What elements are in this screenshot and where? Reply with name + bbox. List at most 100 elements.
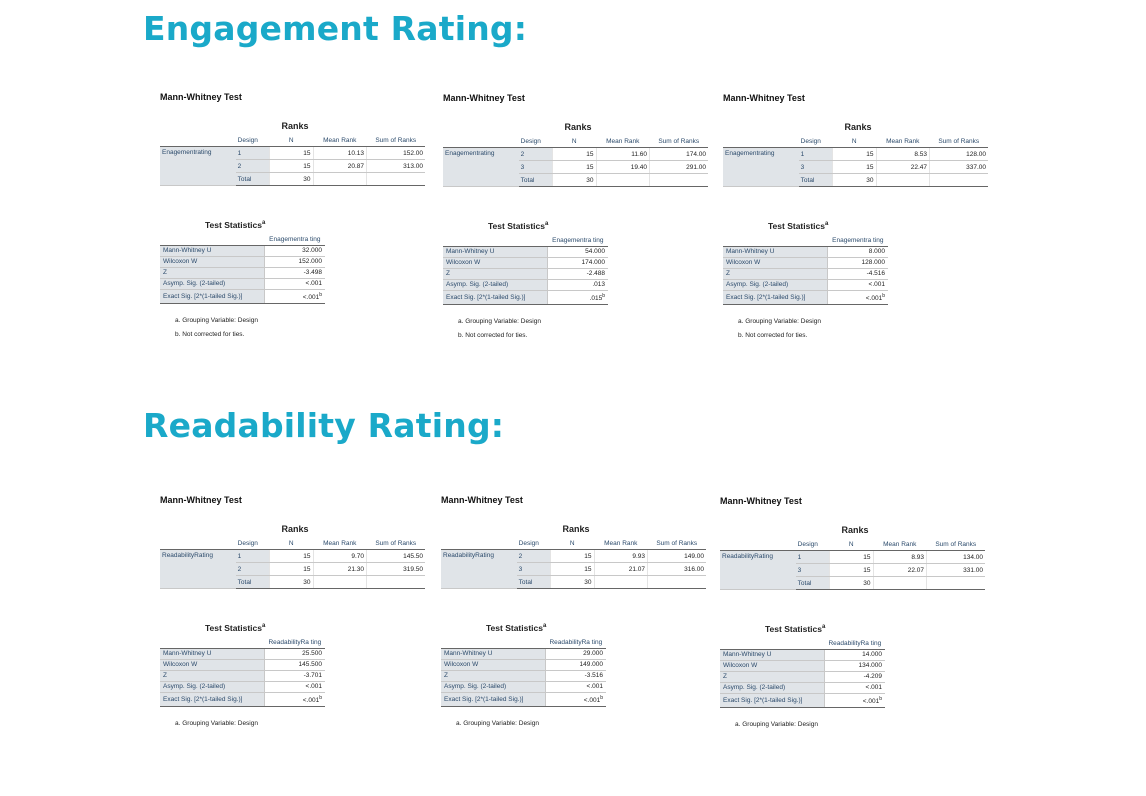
stat-label: Asymp. Sig. (2-tailed) xyxy=(723,279,828,291)
ts-header-row: Enagementra ting xyxy=(160,235,325,246)
mann-whitney-title: Mann-Whitney Test xyxy=(443,93,525,103)
ts-variable-col: ReadabilityRa ting xyxy=(545,638,606,649)
sum-of-ranks-value: 319.50 xyxy=(366,562,425,576)
design-value: 1 xyxy=(798,147,833,161)
ts-row: Asymp. Sig. (2-tailed) .013 xyxy=(443,279,608,291)
design-value: 2 xyxy=(235,562,270,576)
stat-value: <.001b xyxy=(827,290,888,306)
variable-name: Enagementrating xyxy=(723,147,799,187)
ts-row: Exact Sig. [2*(1-tailed Sig.)] <.001b xyxy=(720,693,885,709)
col-sum-of-ranks: Sum of Ranks xyxy=(929,135,988,148)
design-value: 3 xyxy=(798,160,833,174)
total-sum-empty xyxy=(649,173,708,187)
total-mean-empty xyxy=(312,575,367,589)
test-statistics-table: Enagementra ting Mann-Whitney U 8.000 Wi… xyxy=(723,236,888,306)
ranks-table: Design N Mean Rank Sum of Ranks Enagemen… xyxy=(443,135,708,187)
col-design: Design xyxy=(516,537,551,550)
sum-of-ranks-value: 149.00 xyxy=(647,549,706,563)
test-statistics-table: Enagementra ting Mann-Whitney U 54.000 W… xyxy=(443,236,608,306)
stat-value: <.001 xyxy=(264,681,325,693)
ts-row: Wilcoxon W 128.000 xyxy=(723,257,888,269)
ranks-total-row: Total 30 xyxy=(160,575,425,589)
design-value: 1 xyxy=(795,550,830,564)
test-statistics-title: Test Statisticsa xyxy=(205,623,266,633)
mann-whitney-title: Mann-Whitney Test xyxy=(723,93,805,103)
col-sum-of-ranks: Sum of Ranks xyxy=(366,134,425,147)
mean-rank-value: 9.93 xyxy=(593,549,648,563)
ts-header-row: ReadabilityRa ting xyxy=(160,638,325,649)
test-statistics-title: Test Statisticsa xyxy=(765,624,826,634)
ranks-row: ReadabilityRating 1 15 8.93 134.00 xyxy=(720,550,985,590)
mean-rank-value: 22.47 xyxy=(875,160,930,174)
test-statistics-title: Test Statisticsa xyxy=(205,220,266,230)
test-statistics-table: Enagementra ting Mann-Whitney U 32.000 W… xyxy=(160,235,325,305)
stat-label: Wilcoxon W xyxy=(441,659,546,671)
mean-rank-value: 11.60 xyxy=(595,147,650,161)
total-sum-empty xyxy=(366,575,425,589)
col-n: N xyxy=(552,135,597,148)
n-value: 15 xyxy=(832,147,877,161)
col-mean-rank: Mean Rank xyxy=(596,135,650,148)
col-sum-of-ranks: Sum of Ranks xyxy=(926,538,985,551)
col-mean-rank: Mean Rank xyxy=(313,537,367,550)
stat-value: 29.000 xyxy=(545,648,606,660)
stat-label: Mann-Whitney U xyxy=(160,245,265,257)
col-design: Design xyxy=(798,135,833,148)
variable-name: Enagementrating xyxy=(160,146,236,186)
ranks-corner xyxy=(443,135,519,148)
mann-whitney-title: Mann-Whitney Test xyxy=(160,495,242,505)
stat-value: 8.000 xyxy=(827,246,888,258)
col-n: N xyxy=(269,537,314,550)
mean-rank-value: 20.87 xyxy=(312,159,367,173)
ts-variable-col: Enagementra ting xyxy=(827,236,888,247)
stat-value: 128.000 xyxy=(827,257,888,269)
ts-row: Z -4.516 xyxy=(723,268,888,280)
mean-rank-value: 19.40 xyxy=(595,160,650,174)
n-value: 15 xyxy=(269,146,314,160)
col-mean-rank: Mean Rank xyxy=(873,538,927,551)
stat-value: 54.000 xyxy=(547,246,608,258)
ranks-title: Ranks xyxy=(841,525,869,535)
mean-rank-value: 8.93 xyxy=(872,550,927,564)
footnote-a: a. Grouping Variable: Design xyxy=(175,317,258,324)
n-value: 15 xyxy=(829,550,874,564)
stat-value: 25.500 xyxy=(264,648,325,660)
total-mean-empty xyxy=(875,173,930,187)
footnote-a: a. Grouping Variable: Design xyxy=(458,318,541,325)
stat-value: -4.516 xyxy=(827,268,888,280)
stat-value: -4.209 xyxy=(824,671,885,683)
col-mean-rank: Mean Rank xyxy=(313,134,367,147)
stat-label: Mann-Whitney U xyxy=(443,246,548,258)
design-value: 2 xyxy=(518,147,553,161)
design-value: 3 xyxy=(518,160,553,174)
ts-row: Wilcoxon W 174.000 xyxy=(443,257,608,269)
stat-label: Z xyxy=(160,267,265,279)
ranks-total-row: Total 30 xyxy=(723,173,988,187)
sum-of-ranks-value: 145.50 xyxy=(366,549,425,563)
ts-row: Wilcoxon W 145.500 xyxy=(160,659,325,671)
mann-whitney-panel: Mann-Whitney Test Ranks Design N Mean Ra… xyxy=(160,92,450,392)
total-n-value: 30 xyxy=(829,576,874,590)
ranks-title: Ranks xyxy=(281,121,309,131)
sum-of-ranks-value: 152.00 xyxy=(366,146,425,160)
ranks-total-row: Total 30 xyxy=(720,576,985,590)
total-n-value: 30 xyxy=(550,575,595,589)
test-statistics-title: Test Statisticsa xyxy=(768,221,829,231)
total-mean-empty xyxy=(312,172,367,186)
total-sum-empty xyxy=(926,576,985,590)
ranks-corner xyxy=(720,538,796,551)
variable-name: Enagementrating xyxy=(443,147,519,187)
col-sum-of-ranks: Sum of Ranks xyxy=(647,537,706,550)
ts-row: Asymp. Sig. (2-tailed) <.001 xyxy=(723,279,888,291)
col-n: N xyxy=(550,537,595,550)
col-n: N xyxy=(829,538,874,551)
stat-label: Exact Sig. [2*(1-tailed Sig.)] xyxy=(723,290,828,306)
ranks-title: Ranks xyxy=(564,122,592,132)
stat-value: <.001 xyxy=(827,279,888,291)
stat-label: Asymp. Sig. (2-tailed) xyxy=(443,279,548,291)
ts-corner xyxy=(441,638,546,649)
stat-value: .013 xyxy=(547,279,608,291)
stat-label: Exact Sig. [2*(1-tailed Sig.)] xyxy=(443,290,548,306)
footnote-a: a. Grouping Variable: Design xyxy=(735,721,818,728)
ts-header-row: ReadabilityRa ting xyxy=(720,639,885,650)
